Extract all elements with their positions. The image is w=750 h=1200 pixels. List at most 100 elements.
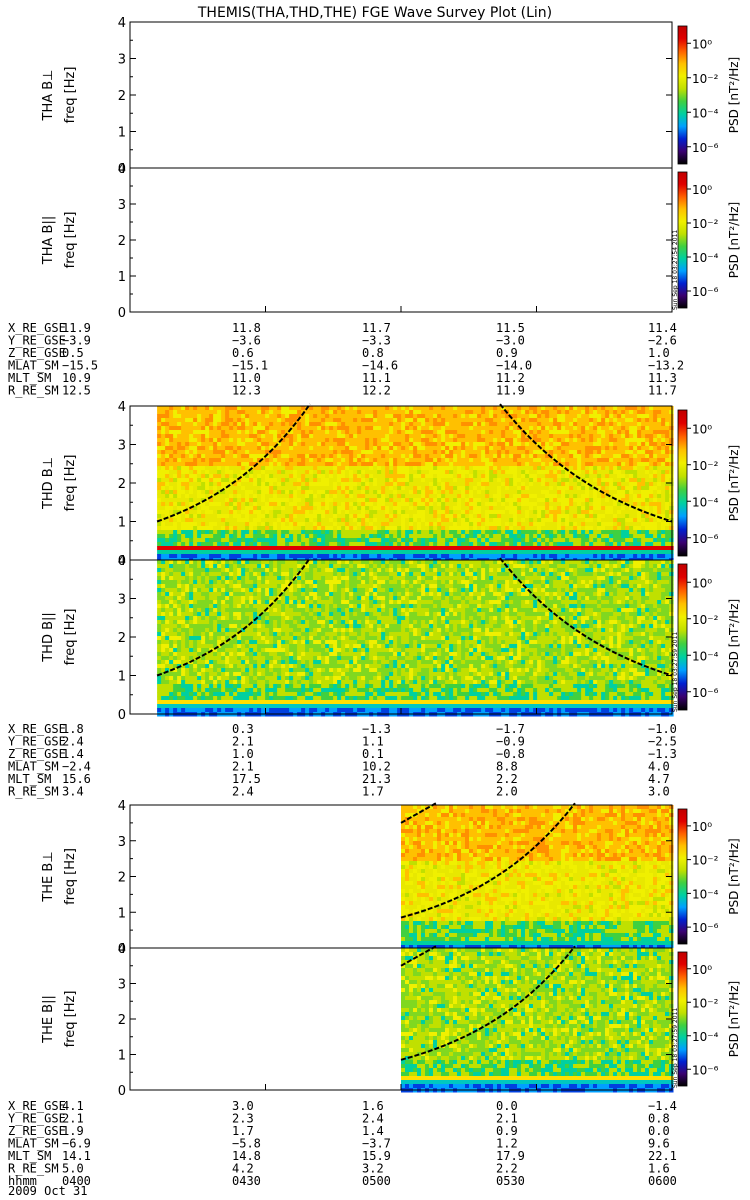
ephemeris-value: 0.1 <box>362 747 384 761</box>
colorbar <box>677 409 688 557</box>
y-tick-label: 3 <box>118 439 126 454</box>
ephemeris-value: 5.0 <box>62 1162 84 1176</box>
ephemeris-value: 0.9 <box>496 1124 518 1138</box>
timestamp-stamp: Sun Sep 18 03:27:59 2011 <box>672 632 679 712</box>
y-tick-label: 1 <box>118 126 126 141</box>
ephemeris-value: 1.4 <box>362 1124 384 1138</box>
colorbar-tick-label: 10⁻² <box>692 613 719 627</box>
ephemeris-value: −3.9 <box>62 334 91 348</box>
y-tick-label: 2 <box>118 631 126 646</box>
colorbar-label: PSD [nT²/Hz] <box>727 981 741 1057</box>
ephemeris-value: −14.6 <box>362 359 398 373</box>
colorbar-tick-label: 10⁻⁶ <box>692 141 719 155</box>
colorbar-tick-label: 10⁰ <box>692 820 712 834</box>
colorbar-tick-label: 10⁻⁴ <box>692 887 719 901</box>
ephemeris-value: 0600 <box>648 1174 677 1188</box>
ephemeris-value: 11.9 <box>496 384 525 398</box>
ephemeris-value: −14.0 <box>496 359 532 373</box>
colorbar <box>677 808 688 945</box>
ephemeris-value: 4.1 <box>62 1099 84 1113</box>
y-tick-label: 3 <box>118 198 126 213</box>
y-tick-label: 3 <box>118 53 126 68</box>
y-tick-label: 1 <box>118 670 126 685</box>
ephemeris-value: −3.6 <box>232 334 261 348</box>
ephemeris-value: −3.7 <box>362 1137 391 1151</box>
y-tick-label: 4 <box>118 942 126 957</box>
colorbar-tick-label: 10⁻⁶ <box>692 686 719 700</box>
fce-curve <box>400 802 576 919</box>
ephemeris-value: 12.3 <box>232 384 261 398</box>
ephemeris-value: 17.5 <box>232 772 261 786</box>
y-tick-label: 4 <box>118 799 126 814</box>
colorbar-tick-label: 10⁰ <box>692 183 712 197</box>
panel-ylabel: THD B⊥ <box>41 457 56 510</box>
panel-frame <box>129 21 673 169</box>
ephemeris-value: 12.5 <box>62 384 91 398</box>
ephemeris-value: −1.7 <box>496 722 525 736</box>
ephemeris-value: 0500 <box>362 1174 391 1188</box>
freq-axis-label: freq [Hz] <box>63 455 78 512</box>
ephemeris-value: 2.1 <box>232 760 254 774</box>
colorbar-tick-label: 10⁰ <box>692 576 712 590</box>
ephemeris-row-label: MLAT_SM <box>8 1137 59 1151</box>
ephemeris-row-label: Y_RE_GSE <box>8 1112 66 1126</box>
y-tick-label: 4 <box>118 400 126 415</box>
ephemeris-value: 1.7 <box>232 1124 254 1138</box>
colorbar-tick-label: 10⁻² <box>692 217 719 231</box>
ephemeris-value: 1.6 <box>648 1162 670 1176</box>
y-tick-label: 2 <box>118 234 126 249</box>
ephemeris-value: 11.5 <box>496 321 525 335</box>
ephemeris-value: 2.2 <box>496 1162 518 1176</box>
y-tick-label: 1 <box>118 1049 126 1064</box>
ephemeris-value: 11.8 <box>232 321 261 335</box>
colorbar <box>677 25 688 165</box>
ephemeris-value: −3.0 <box>496 334 525 348</box>
panel-the-bperp: 0 1 2 3 4 THE B⊥ freq [Hz] 10⁰ 10⁻² 10⁻⁴ 10⁻⁶ PSD [… <box>41 799 741 957</box>
ephemeris-value: −15.5 <box>62 359 98 373</box>
ephemeris-value: −3.3 <box>362 334 391 348</box>
ephemeris-value: −5.8 <box>232 1137 261 1151</box>
colorbar-tick-label: 10⁻⁶ <box>692 921 719 935</box>
panel-ylabel: THA B⊥ <box>41 70 56 122</box>
ephemeris-value: 15.6 <box>62 772 91 786</box>
timestamp-stamp: Sun Sep 18 03:27:54 2011 <box>672 230 679 310</box>
colorbar-label: PSD [nT²/Hz] <box>727 202 741 278</box>
panel-ylabel: THD B|| <box>41 612 56 663</box>
ephemeris-row-label: R_RE_SM <box>8 1162 59 1176</box>
y-tick-label: 3 <box>118 978 126 993</box>
fce-curve-left <box>156 557 311 677</box>
ephemeris-value: 10.9 <box>62 371 91 385</box>
ephemeris-value: 2.4 <box>62 735 84 749</box>
ephemeris-row-label: X_RE_GSE <box>8 321 66 335</box>
ephemeris-value: 21.3 <box>362 772 391 786</box>
panel-ylabel: THA B|| <box>41 216 56 265</box>
ephemeris-value: 1.0 <box>232 747 254 761</box>
ephemeris-value: 4.2 <box>232 1162 254 1176</box>
freq-axis-label: freq [Hz] <box>63 212 78 269</box>
panel-thd-bpar: 0 1 2 3 4 THD B|| freq [Hz] 10⁰ 10⁻² 10⁻⁴ 10⁻⁶ PSD … <box>41 554 741 723</box>
panel-tha-bperp: 0 1 2 3 4 THA B⊥ freq [Hz] 10⁰ 10⁻² 10⁻⁴ 10⁻⁶ PSD [… <box>41 16 741 177</box>
colorbar-tick-label: 10⁻² <box>692 459 719 473</box>
ephemeris-value: −1.4 <box>648 1099 677 1113</box>
ephemeris-row-label: hhmm <box>8 1174 37 1188</box>
ephemeris-value: −1.3 <box>648 747 677 761</box>
y-tick-label: 1 <box>118 516 126 531</box>
ephemeris-value: 2.1 <box>496 1112 518 1126</box>
panel-ylabel: THE B|| <box>41 995 56 1044</box>
ephemeris-value: 22.1 <box>648 1149 677 1163</box>
panel-thd-bperp: 0 1 2 3 4 THD B⊥ freq [Hz] 10⁰ 10⁻² 10⁻⁴ 10⁻⁶ PSD [… <box>41 400 741 569</box>
ephemeris-value: 4.7 <box>648 772 670 786</box>
ephemeris-value: −0.8 <box>496 747 525 761</box>
y-tick-label: 1 <box>118 270 126 285</box>
ephemeris-value: 3.4 <box>62 785 84 799</box>
ephemeris-row-label: X_RE_GSE <box>8 722 66 736</box>
colorbar-tick-label: 10⁻⁶ <box>692 1063 719 1077</box>
y-tick-label: 4 <box>118 16 126 31</box>
panel-ylabel: THE B⊥ <box>41 851 56 902</box>
y-tick-label: 2 <box>118 477 126 492</box>
ephemeris-value: 14.8 <box>232 1149 261 1163</box>
colorbar-label: PSD [nT²/Hz] <box>727 445 741 521</box>
ephemeris-value: 3.0 <box>648 785 670 799</box>
ephemeris-value: 2.3 <box>232 1112 254 1126</box>
ephemeris-value: 1.1 <box>362 735 384 749</box>
